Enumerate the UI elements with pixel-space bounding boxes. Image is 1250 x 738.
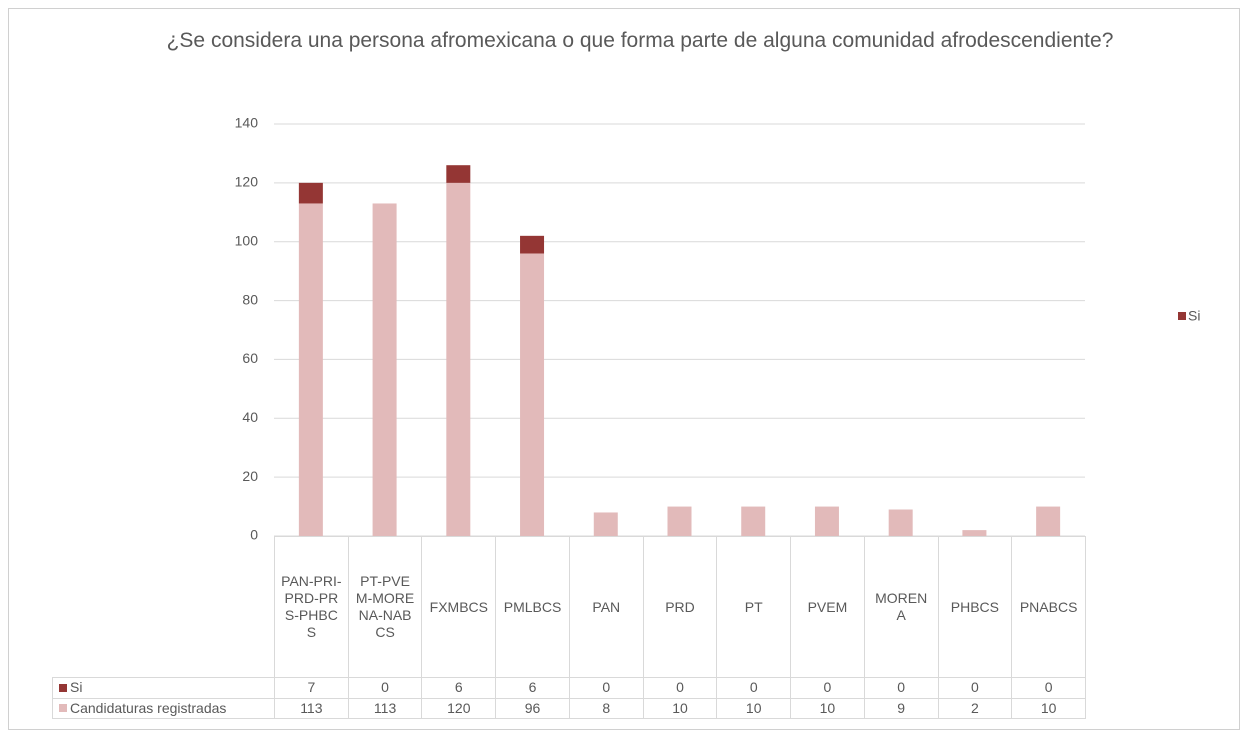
table-value: 0 (937, 677, 1013, 699)
table-value: 120 (421, 697, 497, 719)
category-cell: PRD (642, 536, 718, 678)
legend-key (59, 704, 67, 713)
bar-segment (593, 512, 618, 536)
table-row-name: Si (70, 679, 83, 696)
bar-segment (814, 506, 839, 536)
bar-segment (298, 182, 323, 204)
table-value: 0 (790, 677, 865, 699)
table-value: 2 (937, 697, 1013, 719)
category-cell: PNABCS (1011, 536, 1086, 678)
table-value: 0 (1011, 677, 1086, 699)
bar-segment (888, 509, 913, 536)
y-tick-label: 80 (242, 291, 258, 307)
table-value: 113 (274, 697, 349, 719)
category-cell: MORENA (863, 536, 939, 678)
bar-segment (372, 203, 397, 536)
table-value: 10 (1011, 697, 1086, 719)
table-value: 0 (863, 677, 939, 699)
category-cell: PVEM (790, 536, 865, 678)
bar-segment (446, 165, 471, 183)
table-value: 96 (495, 697, 570, 719)
bar-segment (741, 506, 766, 536)
legend-label: Si (1188, 308, 1200, 324)
bar-segment (446, 182, 471, 536)
legend-key (59, 683, 67, 692)
table-value: 8 (568, 697, 644, 719)
bar-segment (667, 506, 692, 536)
table-value: 9 (863, 697, 939, 719)
category-cell: FXMBCS (421, 536, 497, 678)
category-cell: PMLBCS (495, 536, 570, 678)
category-cell: PT (716, 536, 792, 678)
y-tick-label: 0 (250, 527, 258, 543)
table-row-name: Candidaturas registradas (70, 699, 227, 716)
y-tick-label: 20 (242, 468, 258, 484)
table-value: 0 (716, 677, 792, 699)
category-cell: PHBCS (937, 536, 1013, 678)
bar-segment (298, 203, 323, 536)
y-tick-label: 100 (235, 232, 259, 248)
bar-segment (520, 253, 545, 536)
category-cell: PAN (568, 536, 644, 678)
bar-segment (1036, 506, 1061, 536)
table-value: 6 (495, 677, 570, 699)
chart-frame (8, 8, 1240, 730)
category-cell: PAN-PRI-PRD-PRS-PHBCS (274, 536, 349, 678)
y-tick-label: 140 (235, 115, 259, 131)
table-value: 10 (716, 697, 792, 719)
y-tick-label: 40 (242, 409, 258, 425)
table-value: 10 (790, 697, 865, 719)
table-value: 0 (568, 677, 644, 699)
chart-title: ¿Se considera una persona afromexicana o… (166, 29, 1114, 52)
table-value: 10 (642, 697, 718, 719)
bar-segment (962, 530, 987, 536)
y-tick-label: 120 (235, 174, 259, 190)
table-row-label: Candidaturas registradas (52, 697, 275, 719)
category-cell: PT-PVEM-MORENA-NABCS (347, 536, 423, 678)
table-value: 0 (347, 677, 423, 699)
table-value: 6 (421, 677, 497, 699)
table-value: 113 (347, 697, 423, 719)
table-row-label: Si (52, 677, 275, 699)
legend-key (1178, 312, 1186, 320)
y-tick-label: 60 (242, 350, 258, 366)
table-value: 0 (642, 677, 718, 699)
table-value: 7 (274, 677, 349, 699)
bar-segment (520, 235, 545, 254)
